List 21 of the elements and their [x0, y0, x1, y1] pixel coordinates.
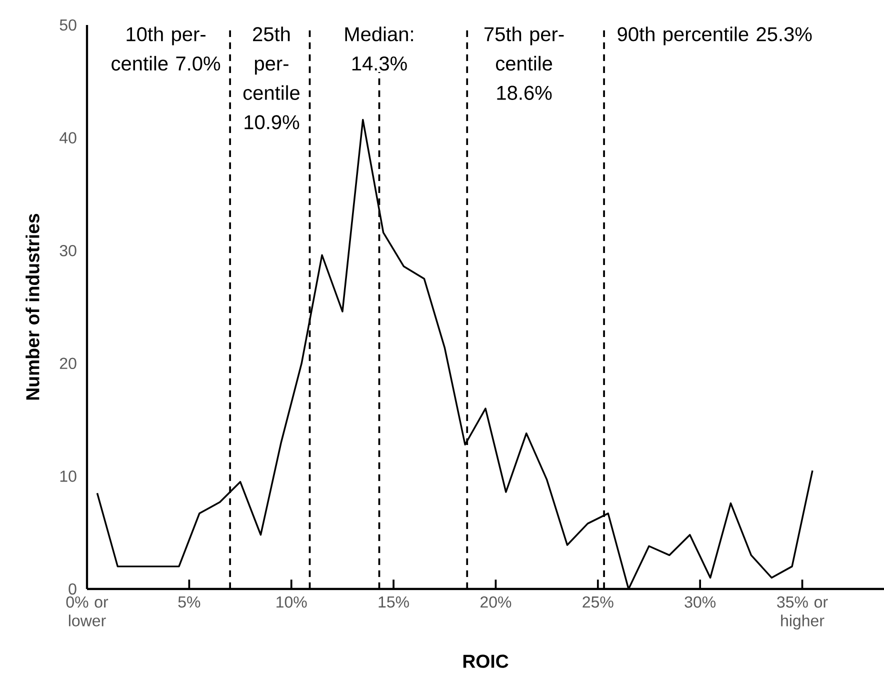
ref-line-label: 10th per-centile 7.0% — [112, 26, 220, 71]
ref-line-label: 90th percentile 25.3% — [618, 26, 812, 46]
x-tick-label: 35% or higher — [777, 596, 828, 630]
y-tick-label: 30 — [60, 244, 76, 256]
ref-line-label: 75th per-centile 18.6% — [484, 26, 564, 100]
x-axis-title: ROIC — [463, 654, 508, 668]
x-tick-label: 10% — [276, 596, 307, 608]
x-tick-label: 30% — [684, 596, 716, 608]
y-tick-label: 0 — [68, 583, 76, 595]
x-tick-label: 5% — [178, 596, 200, 608]
y-tick-label: 40 — [60, 132, 76, 144]
y-axis-title: Number of industries — [26, 214, 40, 400]
y-tick-label: 20 — [60, 358, 76, 370]
y-tick-label: 10 — [60, 470, 76, 482]
y-tick-label: 50 — [60, 19, 76, 31]
ref-line-label: 25th per-centile 10.9% — [243, 26, 300, 130]
x-tick-label: 20% — [480, 596, 512, 608]
x-tick-label: 25% — [582, 596, 614, 608]
ref-line-label: Median: 14.3% — [345, 26, 413, 71]
x-tick-label: 15% — [378, 596, 409, 608]
x-tick-label: 0% or lower — [66, 596, 108, 626]
